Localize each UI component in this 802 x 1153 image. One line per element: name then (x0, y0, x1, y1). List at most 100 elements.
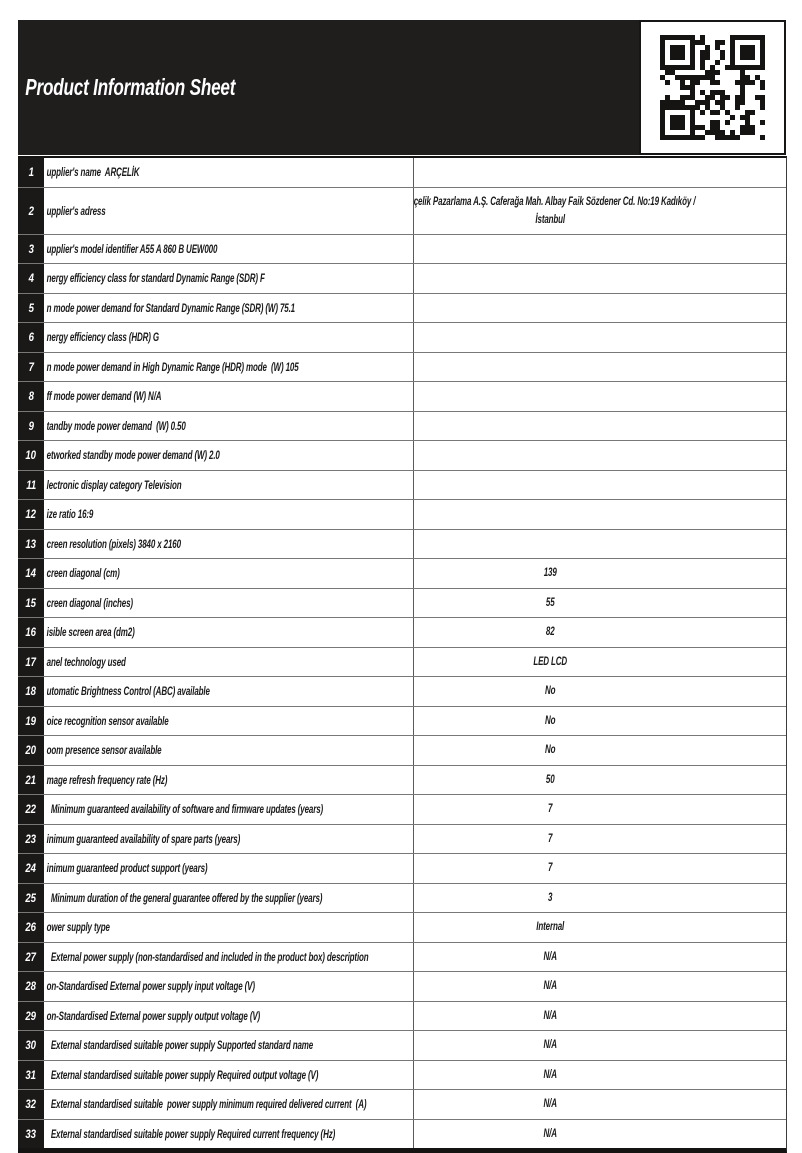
row-label-cell: External power supply (non-standardised … (46, 942, 414, 971)
row-label: on-Standardised External power supply ou… (46, 1008, 261, 1023)
row-label-cell: utomatic Brightness Control (ABC) availa… (46, 677, 414, 706)
row-number: 18 (25, 684, 37, 699)
row-number: 8 (28, 389, 34, 404)
row-value: Arçelik Pazarlama A.Ş. Caferağa Mah. Alb… (414, 193, 697, 226)
row-number-badge: 13 (18, 529, 46, 558)
row-number: 7 (28, 359, 34, 374)
row-value-cell (414, 353, 786, 382)
row-label-cell: oice recognition sensor available (46, 706, 414, 735)
row-value-cell: LED LCD (414, 648, 786, 677)
row-number-badge: 6 (18, 323, 46, 352)
row-label: inimum guaranteed product support (years… (46, 861, 208, 876)
row-value: 50 (545, 771, 555, 786)
row-number-badge: 28 (18, 972, 46, 1001)
row-number-badge: 8 (18, 382, 46, 411)
row-value-cell (414, 382, 786, 411)
row-value-cell (414, 471, 786, 500)
row-number-badge: 19 (18, 706, 46, 735)
row-label-cell: creen resolution (pixels) 3840 x 2160 (46, 529, 414, 558)
row-number-badge: 15 (18, 588, 46, 617)
row-value: N/A (543, 1066, 557, 1081)
row-label-cell: on-Standardised External power supply ou… (46, 1001, 414, 1030)
row-value-cell (414, 323, 786, 352)
row-label: mage refresh frequency rate (Hz) (46, 772, 168, 787)
row-number: 3 (28, 241, 34, 256)
row-value: N/A (543, 948, 557, 963)
row-label-cell: External standardised suitable power sup… (46, 1031, 414, 1060)
row-label-cell: nergy efficiency class for standard Dyna… (46, 264, 414, 293)
row-label-cell: tandby mode power demand (W) 0.50 (46, 411, 414, 440)
row-label: on-Standardised External power supply in… (46, 979, 255, 994)
row-number-badge: 12 (18, 500, 46, 529)
row-label-cell: oom presence sensor available (46, 736, 414, 765)
table-row: 24 inimum guaranteed product support (ye… (18, 853, 786, 883)
table-row: 9 tandby mode power demand (W) 0.50 (18, 410, 786, 440)
row-number: 10 (25, 448, 37, 463)
row-label: ff mode power demand (W) N/A (46, 389, 162, 404)
row-label: creen diagonal (cm) (46, 566, 120, 581)
row-label: nergy efficiency class for standard Dyna… (46, 271, 265, 286)
row-number-badge: 25 (18, 883, 46, 912)
row-label: ower supply type (46, 920, 110, 935)
row-value-cell: 139 (414, 559, 786, 588)
row-label: anel technology used (46, 654, 126, 669)
row-label: nergy efficiency class (HDR) G (46, 330, 159, 345)
row-number: 2 (28, 203, 34, 218)
row-number: 16 (25, 625, 37, 640)
table-row: 30 External standardised suitable power … (18, 1030, 786, 1060)
row-label: Minimum duration of the general guarante… (46, 890, 323, 905)
row-value-cell: Arçelik Pazarlama A.Ş. Caferağa Mah. Alb… (414, 188, 786, 234)
row-number: 4 (28, 271, 34, 286)
row-number-badge: 17 (18, 647, 46, 676)
table-row: 25 Minimum duration of the general guara… (18, 882, 786, 913)
row-number: 32 (25, 1097, 37, 1112)
row-label-cell: upplier's name ARÇELİK (46, 158, 414, 187)
row-value: N/A (543, 1037, 557, 1052)
row-value: LED LCD (532, 653, 567, 668)
row-label: upplier's adress (46, 203, 106, 218)
row-number-badge: 16 (18, 618, 46, 647)
table-row: 20 oom presence sensor available No (18, 735, 786, 765)
table-row: 15 creen diagonal (inches) 55 (18, 587, 786, 617)
row-value: 7 (547, 860, 552, 875)
row-label-cell: Minimum duration of the general guarante… (46, 883, 414, 912)
row-label-cell: upplier's model identifier A55 A 860 B U… (46, 234, 414, 263)
row-label: lectronic display category Television (46, 477, 182, 492)
row-number-badge: 2 (18, 187, 46, 234)
row-value: No (544, 683, 556, 698)
row-number-badge: 24 (18, 854, 46, 883)
row-value-cell: No (414, 707, 786, 736)
row-label: oom presence sensor available (46, 743, 162, 758)
row-label-cell: inimum guaranteed availability of spare … (46, 824, 414, 853)
qr-code-panel (639, 20, 786, 155)
table-row: 18 utomatic Brightness Control (ABC) ava… (18, 676, 786, 706)
row-number: 6 (28, 330, 34, 345)
table-row: 22 Minimum guaranteed availability of so… (18, 794, 786, 824)
row-label-cell: n mode power demand for Standard Dynamic… (46, 293, 414, 322)
row-number: 5 (28, 300, 34, 315)
row-value-cell: 7 (414, 854, 786, 883)
row-value-cell: N/A (414, 972, 786, 1001)
qr-code-icon (660, 35, 765, 140)
table-row: 23 inimum guaranteed availability of spa… (18, 823, 786, 854)
row-label-cell: External standardised suitable power sup… (46, 1090, 414, 1119)
row-value: 7 (547, 801, 552, 816)
row-label-cell: inimum guaranteed product support (years… (46, 854, 414, 883)
row-label: utomatic Brightness Control (ABC) availa… (46, 684, 210, 699)
row-value-cell: N/A (414, 943, 786, 972)
row-number-badge: 29 (18, 1001, 46, 1030)
row-label-cell: mage refresh frequency rate (Hz) (46, 765, 414, 794)
row-number: 21 (25, 772, 37, 787)
row-label-cell: ower supply type (46, 913, 414, 942)
row-label-cell: Minimum guaranteed availability of softw… (46, 795, 414, 824)
table-row: 2 upplier's adress Arçelik Pazarlama A.Ş… (18, 186, 786, 234)
row-value-cell: 3 (414, 884, 786, 913)
row-value-cell: Internal (414, 913, 786, 942)
row-number-badge: 10 (18, 441, 46, 470)
row-number: 25 (25, 890, 37, 905)
row-value-cell: 7 (414, 825, 786, 854)
table-row: 1 upplier's name ARÇELİK (18, 158, 786, 187)
row-number: 24 (25, 861, 37, 876)
row-number: 26 (25, 920, 37, 935)
row-label: tandby mode power demand (W) 0.50 (46, 418, 186, 433)
